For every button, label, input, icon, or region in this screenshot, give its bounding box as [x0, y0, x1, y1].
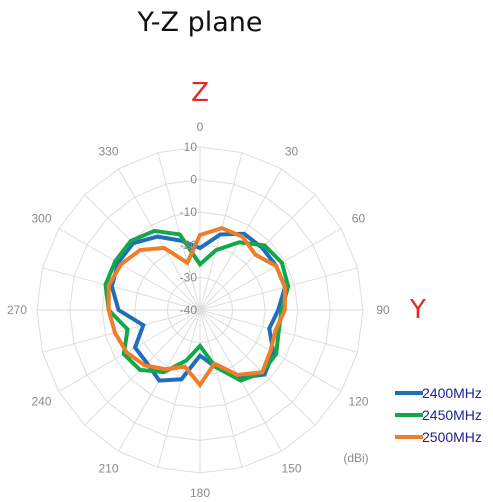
radial-tick-label: -10 — [180, 205, 198, 219]
angle-tick-label: 300 — [32, 212, 52, 226]
angle-tick-label: 0 — [197, 120, 204, 134]
legend-entry: 2500MHz — [422, 429, 482, 445]
unit-label: (dBi) — [343, 451, 368, 465]
radial-tick-label: -30 — [180, 270, 198, 284]
polar-grid — [37, 147, 363, 473]
axis-label-top: Z — [191, 78, 209, 108]
axis-label-right: Y — [409, 295, 426, 325]
angle-tick-label: 30 — [285, 145, 299, 159]
radial-tick-label: -20 — [180, 238, 198, 252]
angle-tick-label: 330 — [98, 145, 118, 159]
angle-tick-label: 90 — [376, 303, 390, 317]
grid-spoke — [200, 229, 341, 311]
radial-tick-label: 0 — [190, 173, 197, 187]
radial-tick-label: -40 — [180, 303, 198, 317]
legend-entry: 2400MHz — [422, 385, 482, 401]
chart-title: Y-Z plane — [136, 7, 262, 38]
grid-spoke — [158, 310, 200, 467]
angle-tick-label: 120 — [348, 395, 368, 409]
legend: 2400MHz 2450MHz 2500MHz — [395, 385, 482, 445]
grid-spoke — [200, 310, 242, 467]
angle-tick-label: 60 — [352, 212, 366, 226]
angle-tick-label: 210 — [98, 461, 118, 475]
angle-tick-label: 270 — [7, 303, 27, 317]
angle-tick-label: 240 — [32, 395, 52, 409]
legend-entry: 2450MHz — [422, 407, 482, 423]
angle-tick-label: 180 — [190, 486, 210, 500]
grid-spoke — [200, 195, 315, 310]
angle-tick-label: 150 — [281, 461, 301, 475]
radial-tick-label: 10 — [184, 140, 198, 154]
grid-spoke — [43, 268, 200, 310]
